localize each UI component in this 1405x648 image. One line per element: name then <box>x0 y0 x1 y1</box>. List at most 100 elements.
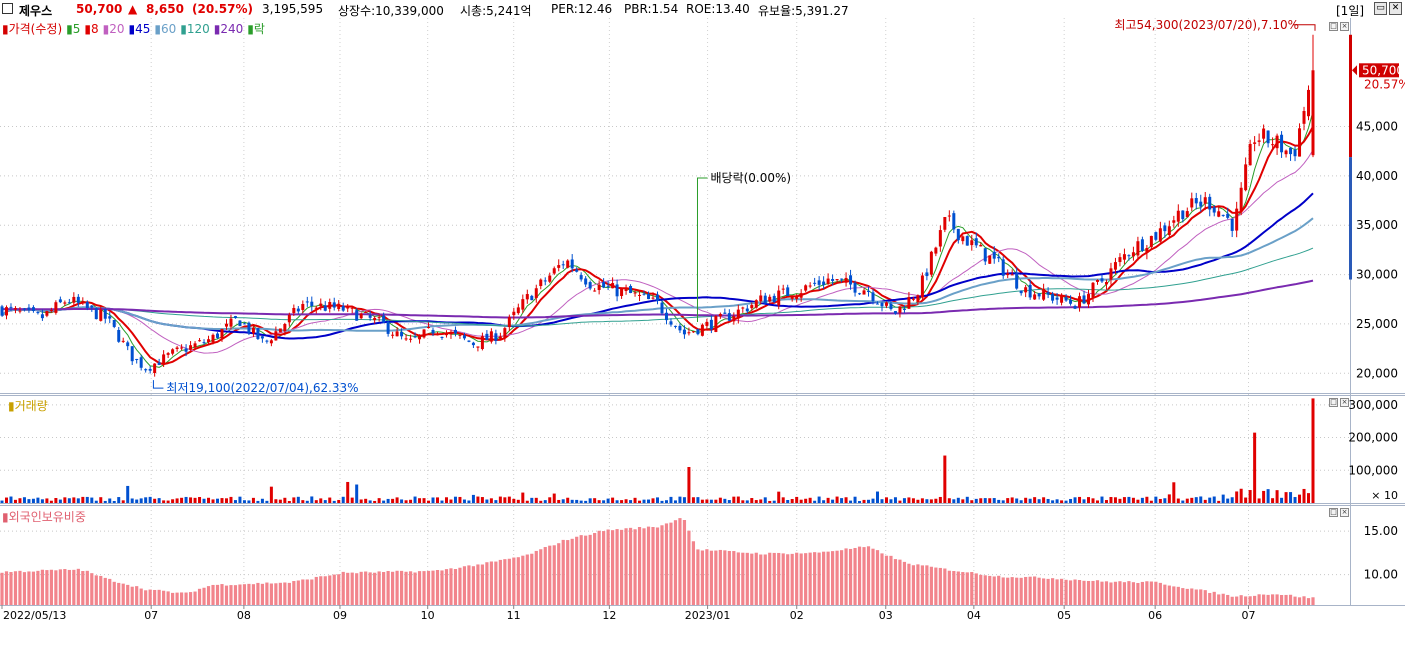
foreign-bar <box>224 585 229 605</box>
price-tick-label-1: 25,000 <box>1356 317 1398 331</box>
foreign-bar <box>754 552 758 605</box>
select-checkbox[interactable] <box>2 3 13 14</box>
foreign-bar <box>1113 581 1118 605</box>
period-selector[interactable]: [1일] <box>1336 4 1365 18</box>
foreign-bar <box>1109 582 1113 605</box>
candle-body <box>189 345 193 350</box>
foreign-bar <box>9 572 13 605</box>
x-tick-label-10: 04 <box>967 609 981 622</box>
candle-body <box>669 321 673 325</box>
legend-item-3: ▮20 <box>102 22 125 36</box>
volume-bar <box>849 500 853 503</box>
foreign-bar <box>952 571 956 605</box>
candle-body <box>943 217 947 230</box>
foreign-bar <box>1149 581 1153 605</box>
volume-close-icon[interactable]: × <box>1340 398 1349 407</box>
volume-bar <box>494 500 498 503</box>
volume-bar <box>822 500 826 503</box>
foreign-restore-icon[interactable]: □ <box>1329 508 1338 517</box>
volume-bar <box>319 498 323 503</box>
foreign-bar <box>691 541 696 605</box>
price-panel[interactable] <box>0 18 1405 393</box>
volume-bar <box>247 500 251 503</box>
volume-bar <box>498 496 502 503</box>
candle-body <box>611 283 615 289</box>
x-tick-label-12: 06 <box>1148 609 1162 622</box>
foreign-bar <box>278 582 282 605</box>
volume-bar <box>898 500 902 503</box>
candle-body <box>629 285 633 294</box>
volume-tick-label-2: 300,000 <box>1348 398 1398 412</box>
volume-bar <box>889 499 893 503</box>
candle-body <box>575 269 579 272</box>
per-value: PER:12.46 <box>551 2 613 16</box>
foreign-bar <box>844 548 848 605</box>
volume-bar <box>476 496 480 503</box>
candle-body <box>400 332 404 337</box>
foreign-bar <box>1068 580 1073 605</box>
close-window-button[interactable]: ✕ <box>1389 2 1402 15</box>
volume-bar <box>772 500 776 503</box>
candle-body <box>638 294 642 296</box>
candle-body <box>1091 282 1095 298</box>
candle-body <box>121 340 125 342</box>
volume-restore-icon[interactable]: □ <box>1329 398 1338 407</box>
volume-bar <box>471 494 475 503</box>
foreign-bar <box>696 549 700 605</box>
volume-bar <box>638 500 642 503</box>
foreign-bar <box>413 572 417 605</box>
volume-bar <box>777 491 781 503</box>
volume-bar <box>669 496 673 503</box>
candle-body <box>548 275 552 282</box>
volume-bar <box>85 496 89 503</box>
volume-bar <box>301 500 305 503</box>
foreign-bar <box>902 561 907 605</box>
foreign-bar <box>453 568 458 605</box>
foreign-bar <box>839 550 844 605</box>
foreign-bar <box>476 564 480 605</box>
restore-window-button[interactable]: ▭ <box>1374 2 1387 15</box>
foreign-bar <box>314 576 318 605</box>
candle-body <box>907 297 911 309</box>
candle-body <box>292 307 296 314</box>
foreign-bar <box>1118 581 1122 605</box>
candle-body <box>1006 273 1010 276</box>
candle-body <box>498 336 502 339</box>
volume-bar <box>732 496 736 503</box>
foreign-bar <box>157 589 161 605</box>
candle-body <box>602 282 606 288</box>
candle-body <box>449 332 453 335</box>
volume-bar <box>355 484 359 503</box>
foreign-close-icon[interactable]: × <box>1340 508 1349 517</box>
current-price: 50,700 <box>76 2 123 16</box>
volume-bar <box>274 499 278 503</box>
foreign-bar <box>907 563 911 605</box>
candle-body <box>301 304 305 310</box>
legend-item-6: ▮120 <box>180 22 210 36</box>
candle-body <box>1221 214 1225 216</box>
foreign-bar <box>611 530 615 605</box>
volume-bar <box>198 497 202 503</box>
stock-chart[interactable]: 20,000 25,000 30,000 35,000 40,000 45,000 100,… <box>0 18 1405 648</box>
foreign-bar <box>853 547 857 605</box>
foreign-bar <box>458 567 462 605</box>
panel-restore-icon[interactable]: □ <box>1329 22 1338 31</box>
legend-item-8: ▮락 <box>247 22 265 36</box>
last-price-tag <box>1359 63 1399 78</box>
foreign-bar <box>45 570 49 605</box>
volume-bar <box>727 500 731 503</box>
candle-body <box>444 333 448 336</box>
volume-bar <box>292 497 296 503</box>
foreign-bar <box>548 545 552 605</box>
volume-panel[interactable] <box>0 395 1405 503</box>
foreign-bar <box>247 583 251 605</box>
volume-bar <box>337 499 341 503</box>
foreign-bar <box>49 569 53 605</box>
volume-bar <box>543 500 547 503</box>
foreign-bar <box>768 552 772 605</box>
volume-bar <box>350 497 354 503</box>
foreign-bar <box>179 592 184 605</box>
candle-body <box>453 329 457 334</box>
volume-bar <box>386 498 390 503</box>
panel-close-icon[interactable]: × <box>1340 22 1349 31</box>
